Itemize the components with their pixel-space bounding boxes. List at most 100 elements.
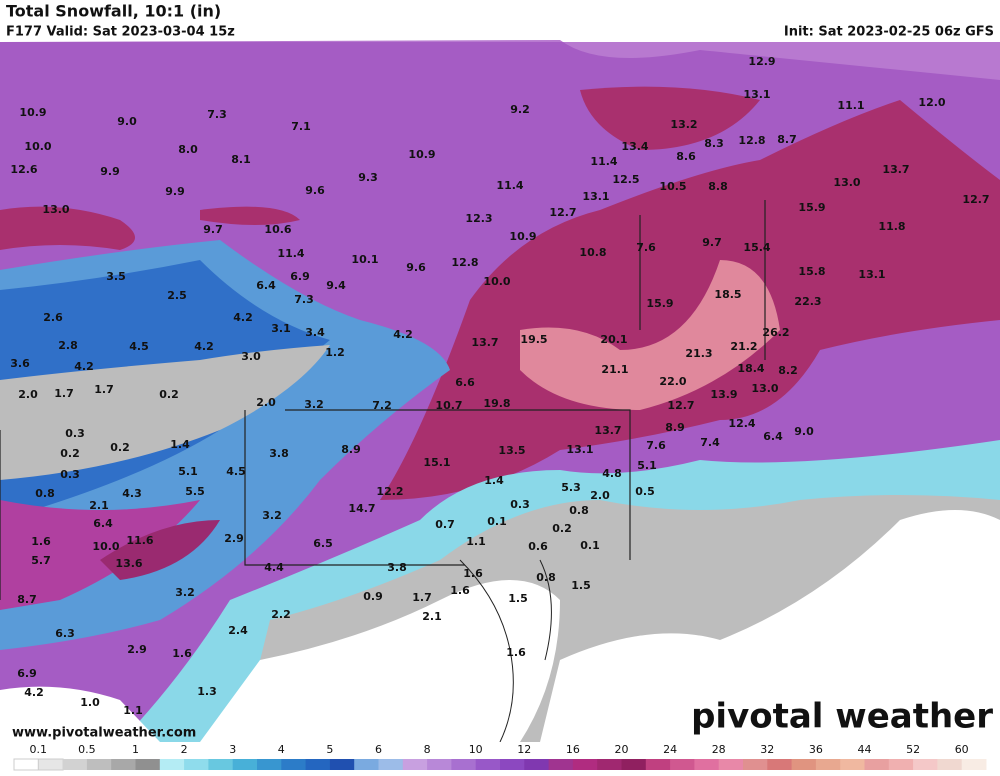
title: Total Snowfall, 10:1 (in) (6, 2, 221, 21)
snowfall-label: 1.5 (571, 579, 591, 592)
snowfall-label: 0.1 (487, 515, 507, 528)
snowfall-label: 13.1 (743, 88, 770, 101)
snowfall-label: 1.4 (170, 438, 190, 451)
snowfall-label: 0.1 (580, 539, 600, 552)
colorbar-swatch (451, 759, 477, 770)
colorbar: 0.1 0.5 1 2 3 4 5 6 8 10 12 16 20 24 28 32 36 44 52 60 (13, 743, 987, 771)
snowfall-label: 5.3 (561, 481, 581, 494)
colorbar-swatch (864, 759, 890, 770)
snowfall-label: 12.9 (748, 55, 775, 68)
snowfall-label: 21.2 (730, 340, 757, 353)
snowfall-label: 1.5 (508, 592, 528, 605)
snowfall-label: 1.7 (412, 591, 432, 604)
snowfall-label: 15.9 (646, 297, 673, 310)
colorbar-label: 28 (712, 743, 726, 756)
snowfall-label: 7.2 (372, 399, 392, 412)
colorbar-swatch (840, 759, 865, 770)
snowfall-label: 14.7 (348, 502, 375, 515)
colorbar-label: 1 (132, 743, 139, 756)
colorbar-swatch (791, 759, 817, 770)
snowfall-label: 2.9 (127, 643, 147, 656)
snowfall-label: 6.3 (55, 627, 75, 640)
colorbar-swatch (62, 759, 88, 770)
snowfall-label: 10.8 (579, 246, 606, 259)
colorbar-swatch (500, 759, 525, 770)
snowfall-label: 9.9 (165, 185, 185, 198)
snowfall-label: 5.7 (31, 554, 51, 567)
colorbar-swatch (86, 759, 112, 770)
snowfall-label: 0.2 (159, 388, 179, 401)
snowfall-label: 11.4 (277, 247, 304, 260)
colorbar-swatch (281, 759, 307, 770)
snowfall-label: 9.7 (702, 236, 722, 249)
snowfall-label: 0.2 (60, 447, 80, 460)
snowfall-label: 0.2 (552, 522, 572, 535)
snowfall-label: 10.9 (19, 106, 46, 119)
colorbar-label: 52 (906, 743, 920, 756)
snowfall-label: 12.2 (376, 485, 403, 498)
snowfall-label: 2.1 (422, 610, 442, 623)
colorbar-swatch (329, 759, 355, 770)
colorbar-swatch (354, 759, 379, 770)
snowfall-label: 1.4 (484, 474, 504, 487)
snowfall-label: 0.6 (528, 540, 548, 553)
colorbar-swatch (13, 758, 40, 771)
snowfall-label: 3.8 (269, 447, 289, 460)
snowfall-label: 11.4 (590, 155, 617, 168)
colorbar-swatch (232, 759, 258, 770)
snowfall-label: 10.1 (351, 253, 378, 266)
snowfall-label: 10.9 (509, 230, 536, 243)
snowfall-label: 13.0 (751, 382, 778, 395)
colorbar-label: 4 (278, 743, 285, 756)
snowfall-label: 2.5 (167, 289, 187, 302)
colorbar-swatch (718, 759, 744, 770)
colorbar-swatch (378, 759, 404, 770)
snowfall-label: 2.0 (256, 396, 276, 409)
snowfall-label: 3.0 (241, 350, 261, 363)
snowfall-label: 2.0 (590, 489, 610, 502)
snowfall-label: 0.5 (635, 485, 655, 498)
snowfall-label: 6.4 (763, 430, 783, 443)
snowfall-label: 8.9 (341, 443, 361, 456)
snowfall-label: 10.6 (264, 223, 291, 236)
snowfall-label: 18.5 (714, 288, 741, 301)
snowfall-label: 8.9 (665, 421, 685, 434)
snowfall-label: 12.0 (918, 96, 945, 109)
snowfall-label: 4.2 (194, 340, 214, 353)
snowfall-label: 1.1 (123, 704, 143, 717)
colorbar-swatch (37, 758, 64, 771)
snowfall-label: 22.0 (659, 375, 686, 388)
snowfall-label: 9.6 (406, 261, 426, 274)
snowfall-label: 1.7 (54, 387, 74, 400)
snowfall-label: 1.2 (325, 346, 345, 359)
snowfall-label: 4.2 (393, 328, 413, 341)
snowfall-label: 11.8 (878, 220, 905, 233)
colorbar-label: 0.5 (78, 743, 96, 756)
snowfall-label: 3.2 (304, 398, 324, 411)
snowfall-label: 7.3 (207, 108, 227, 121)
snowfall-label: 13.9 (710, 388, 737, 401)
snowfall-label: 12.4 (728, 417, 755, 430)
colorbar-swatch (767, 759, 793, 770)
snowfall-label: 12.6 (10, 163, 37, 176)
colorbar-swatch (548, 759, 574, 770)
snowfall-label: 2.8 (58, 339, 78, 352)
colorbar-swatch (888, 759, 914, 770)
snowfall-label: 13.2 (670, 118, 697, 131)
snowfall-label: 19.5 (520, 333, 547, 346)
snowfall-label: 15.9 (798, 201, 825, 214)
colorbar-swatch (937, 759, 963, 770)
snowfall-label: 8.6 (676, 150, 696, 163)
snowfall-label: 7.6 (646, 439, 666, 452)
colorbar-swatch (597, 759, 622, 770)
snowfall-label: 21.1 (601, 363, 628, 376)
snowfall-label: 22.3 (794, 295, 821, 308)
snowfall-label: 15.8 (798, 265, 825, 278)
snowfall-label: 15.1 (423, 456, 450, 469)
snowfall-label: 8.3 (704, 137, 724, 150)
colorbar-swatch (913, 759, 938, 770)
snowfall-label: 3.5 (106, 270, 126, 283)
snowfall-label: 7.6 (636, 241, 656, 254)
colorbar-swatch (524, 759, 550, 770)
colorbar-swatch (427, 759, 452, 770)
